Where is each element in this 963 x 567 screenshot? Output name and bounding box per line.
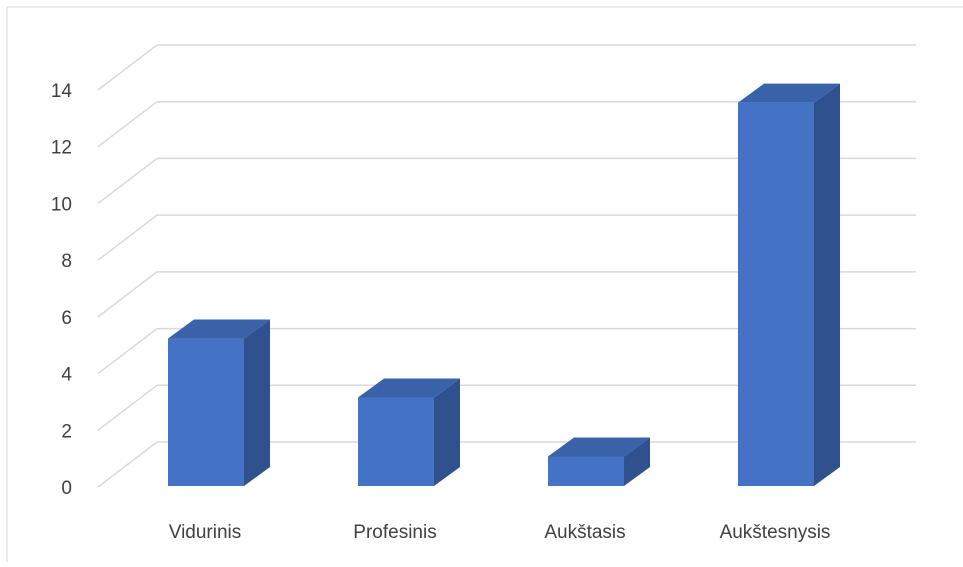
bar-side-face	[434, 378, 460, 486]
bar-side-face	[244, 319, 270, 486]
y-tick-label: 8	[61, 251, 72, 272]
bar-profesinis	[358, 378, 460, 486]
y-axis-ticks: 0 2 4 6 8 10 12 14	[51, 81, 73, 499]
y-tick-label: 6	[61, 308, 72, 329]
bar-side-face	[624, 437, 650, 486]
gridline-side-4	[97, 327, 158, 375]
y-tick-label: 2	[61, 421, 72, 442]
x-tick-label: Profesinis	[353, 522, 436, 543]
gridline-side-2	[97, 384, 158, 431]
y-tick-label: 12	[51, 138, 72, 159]
gridline-side-6	[97, 271, 158, 318]
y-tick-label: 14	[51, 81, 73, 102]
bar-top-face	[738, 83, 840, 103]
x-tick-label: Aukštasis	[544, 522, 625, 543]
gridline-side-10	[97, 157, 158, 205]
bar-top-face	[168, 319, 270, 339]
bar-front-face	[358, 397, 434, 486]
gridline-side-14	[97, 44, 158, 91]
bar-aukštesnysis	[738, 83, 840, 487]
bar-front-face	[168, 338, 244, 486]
x-tick-label: Aukštesnysis	[720, 522, 831, 543]
bar-front-face	[738, 102, 814, 487]
gridline-side-8	[97, 214, 158, 261]
x-tick-label: Vidurinis	[169, 522, 242, 543]
chart-frame	[6, 6, 963, 562]
gridline-side-0	[97, 441, 158, 488]
bar-top-face	[548, 437, 650, 457]
bars	[168, 83, 840, 487]
x-axis-ticks: Vidurinis Profesinis Aukštasis Aukštesnysis	[169, 522, 831, 543]
bar-top-face	[358, 378, 460, 398]
bar-side-face	[814, 83, 840, 487]
bar-aukštasis	[548, 437, 650, 486]
y-tick-label: 10	[51, 194, 72, 215]
y-tick-label: 4	[61, 365, 72, 386]
gridline-side-12	[97, 101, 158, 148]
bar-vidurinis	[168, 319, 270, 486]
y-tick-label: 0	[61, 478, 72, 499]
bar-front-face	[548, 456, 624, 486]
